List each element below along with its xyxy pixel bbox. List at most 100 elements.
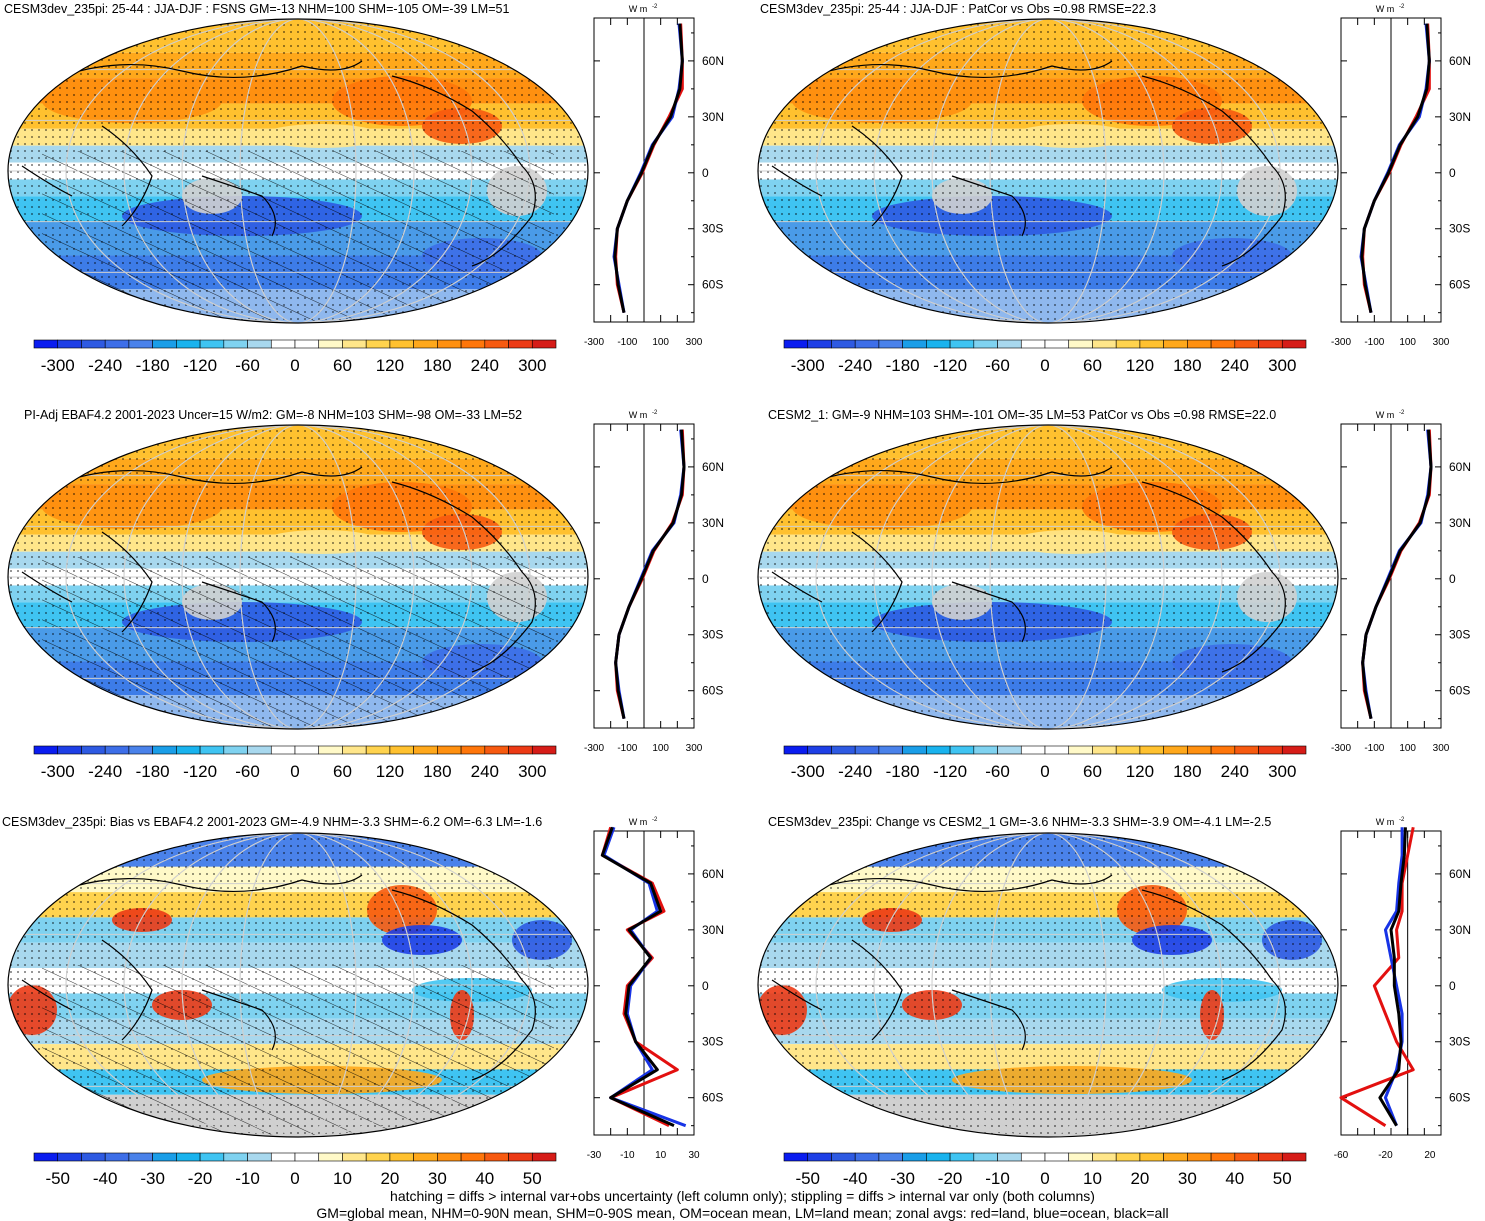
lat-tick-label: 0 bbox=[702, 572, 709, 586]
colorbar-label: 30 bbox=[1178, 1169, 1197, 1188]
colorbar-label: -20 bbox=[938, 1169, 963, 1188]
colorbar-swatch bbox=[199, 745, 225, 755]
colorbar-swatch bbox=[1092, 1152, 1117, 1162]
colorbar-swatch bbox=[783, 745, 809, 755]
colorbar-swatch bbox=[484, 745, 509, 755]
graticule-lon bbox=[815, 833, 1281, 1137]
colorbar-swatch bbox=[176, 1152, 201, 1162]
graticule-lon bbox=[989, 425, 1107, 729]
colorbar-swatch bbox=[57, 745, 82, 755]
colorbar-swatch bbox=[1281, 1152, 1307, 1162]
map-panel-5 bbox=[7, 832, 589, 1138]
colorbar-label: 240 bbox=[1221, 356, 1249, 375]
coastline bbox=[951, 581, 1026, 643]
colorbar-swatch bbox=[128, 1152, 153, 1162]
colorbar-2: -300 -240 -180 -120 -60 0 60 120 180 240 300 bbox=[783, 339, 1307, 375]
zonal-x-tick-label: -300 bbox=[1331, 743, 1351, 754]
coastline bbox=[101, 939, 153, 1041]
zonal-line-ocean bbox=[1359, 23, 1431, 313]
colorbar-swatch bbox=[508, 745, 533, 755]
coastline bbox=[851, 125, 903, 227]
colorbar-label: 180 bbox=[423, 356, 451, 375]
zonal-line-ocean bbox=[602, 826, 687, 1128]
coastline bbox=[391, 481, 536, 673]
colorbar-swatch bbox=[831, 1152, 856, 1162]
zonal-x-tick-label: 100 bbox=[1399, 337, 1416, 348]
colorbar-label: -60 bbox=[235, 762, 260, 781]
colorbar-swatch bbox=[1258, 339, 1283, 349]
colorbar-label: 0 bbox=[290, 762, 299, 781]
zonal-x-tick-label: -100 bbox=[617, 337, 637, 348]
coastline bbox=[1141, 75, 1286, 267]
colorbar-label: 120 bbox=[1126, 762, 1154, 781]
colorbar-swatch bbox=[57, 339, 82, 349]
colorbar-swatch bbox=[1044, 339, 1070, 349]
colorbar-label: -300 bbox=[791, 356, 825, 375]
colorbar-label: -120 bbox=[183, 356, 217, 375]
colorbar-label: -180 bbox=[136, 356, 170, 375]
map-border bbox=[7, 18, 589, 324]
colorbar-swatch bbox=[33, 1152, 59, 1162]
colorbar-swatch bbox=[152, 339, 177, 349]
colorbar-label: -180 bbox=[886, 762, 920, 781]
colorbar-swatch bbox=[1068, 1152, 1093, 1162]
zonal-unit-sup: -2 bbox=[652, 817, 658, 823]
colorbar-label: -20 bbox=[188, 1169, 213, 1188]
zonal-line-all bbox=[600, 826, 675, 1128]
colorbar-label: 30 bbox=[428, 1169, 447, 1188]
graticule-lon bbox=[873, 833, 1223, 1137]
colorbar-swatch bbox=[1020, 339, 1046, 349]
map-panel-1 bbox=[7, 18, 589, 324]
coastline bbox=[101, 125, 153, 227]
lat-tick-label: 30N bbox=[702, 516, 724, 530]
coastline bbox=[61, 466, 363, 485]
colorbar-6: -50 -40 -30 -20 -10 0 10 20 30 40 50 bbox=[783, 1152, 1307, 1188]
lat-tick-label: 60S bbox=[702, 684, 723, 698]
coastline bbox=[811, 466, 1113, 485]
colorbar-swatch bbox=[365, 1152, 391, 1162]
colorbar-swatch bbox=[508, 1152, 533, 1162]
coastline bbox=[201, 175, 276, 237]
colorbar-label: 300 bbox=[518, 356, 546, 375]
colorbar-swatch bbox=[531, 745, 557, 755]
graticule-lon bbox=[239, 425, 357, 729]
zonal-plot-1: W m -2 -300 -100 100 300 60N 30N 0 30S 60S bbox=[584, 4, 724, 348]
colorbar-label: 60 bbox=[333, 356, 352, 375]
colorbar-label: -120 bbox=[933, 356, 967, 375]
lat-tick-label: 0 bbox=[1449, 166, 1456, 180]
colorbar-label: 180 bbox=[423, 762, 451, 781]
colorbar-swatch bbox=[831, 339, 856, 349]
zonal-line-all bbox=[1361, 429, 1433, 719]
graticule-lon bbox=[931, 425, 1165, 729]
lat-tick-label: 60N bbox=[1449, 54, 1471, 68]
colorbar-swatch bbox=[902, 1152, 927, 1162]
colorbar-swatch bbox=[413, 1152, 438, 1162]
lat-tick-label: 30S bbox=[702, 222, 723, 236]
colorbar-swatch bbox=[318, 1152, 343, 1162]
zonal-line-ocean bbox=[1361, 429, 1433, 719]
colorbar-swatch bbox=[318, 745, 343, 755]
zonal-unit: W m bbox=[629, 817, 648, 827]
colorbar-swatch bbox=[342, 1152, 367, 1162]
graticule-lon bbox=[65, 425, 531, 729]
colorbar-swatch bbox=[318, 339, 343, 349]
colorbar-swatch bbox=[949, 339, 975, 349]
lat-tick-label: 0 bbox=[1449, 572, 1456, 586]
colorbar-label: -10 bbox=[985, 1169, 1010, 1188]
coastline bbox=[1141, 889, 1286, 1081]
colorbar-swatch bbox=[1281, 745, 1307, 755]
coastline bbox=[771, 979, 823, 1011]
colorbar-swatch bbox=[365, 339, 391, 349]
zonal-x-tick-label: 100 bbox=[1399, 743, 1416, 754]
colorbar-label: -240 bbox=[838, 762, 872, 781]
coastline bbox=[61, 874, 363, 893]
colorbar-swatch bbox=[1281, 339, 1307, 349]
lat-tick-label: 30S bbox=[702, 1035, 723, 1049]
zonal-unit: W m bbox=[629, 4, 648, 14]
coastline bbox=[391, 75, 536, 267]
colorbar-swatch bbox=[1258, 745, 1283, 755]
zonal-line-all bbox=[1378, 827, 1407, 1127]
zonal-plot-6: W m -2 -60 -20 20 60N 30N 0 30S 60S bbox=[1334, 817, 1471, 1161]
colorbar-swatch bbox=[294, 1152, 320, 1162]
map-border bbox=[7, 832, 589, 1138]
